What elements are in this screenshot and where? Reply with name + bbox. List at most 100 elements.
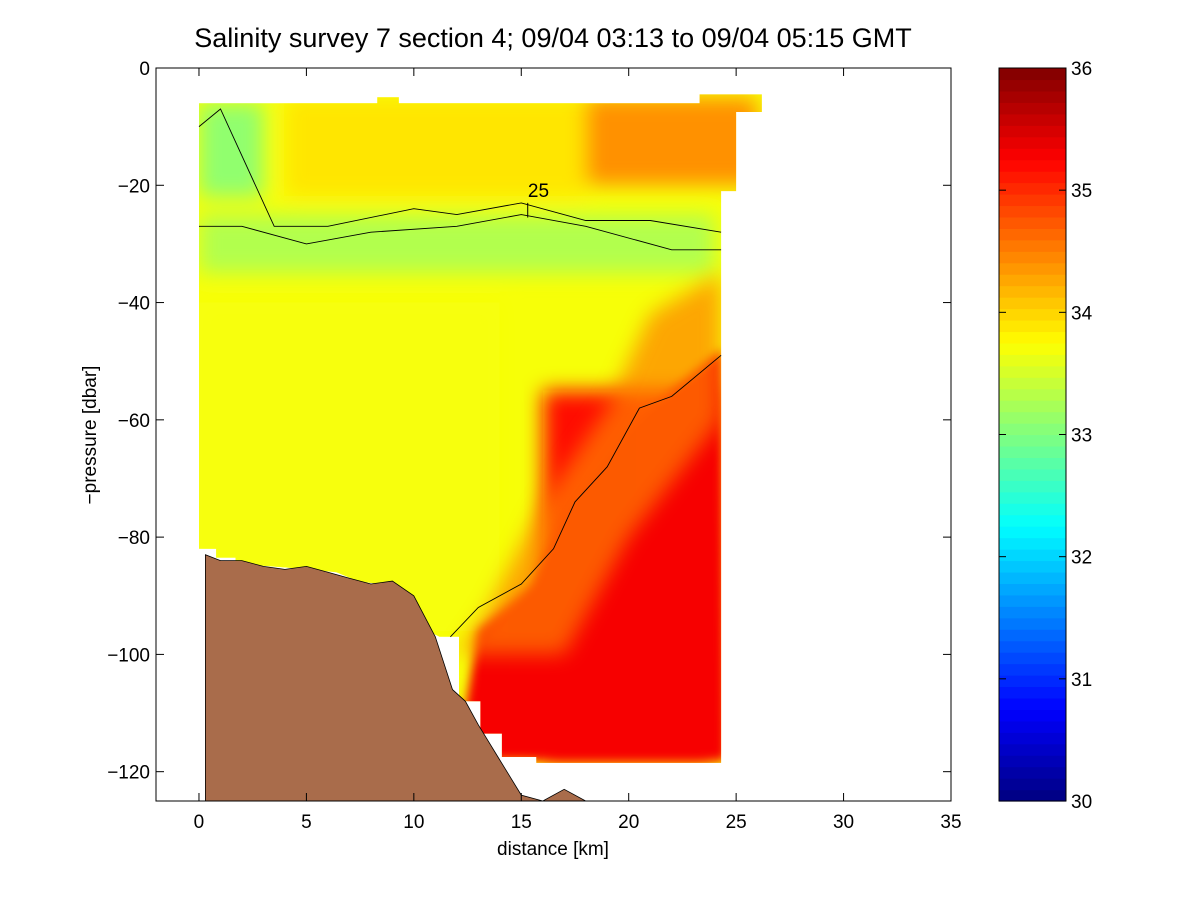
- x-tick-label: 10: [403, 812, 424, 833]
- colorbar-tick-label: 31: [1071, 670, 1092, 691]
- y-tick-label: −100: [107, 645, 150, 666]
- colorbar-swatch: [999, 789, 1066, 802]
- x-axis: 0 5 10 15 20 25 30 35: [194, 68, 962, 833]
- colorbar-swatch: [999, 526, 1066, 539]
- colorbar-swatch: [999, 743, 1066, 756]
- colorbar-swatch: [999, 159, 1066, 172]
- colorbar-swatch: [999, 537, 1066, 550]
- colorbar-swatch: [999, 663, 1066, 676]
- salinity-zone: [199, 103, 264, 198]
- colorbar-swatch: [999, 228, 1066, 241]
- colorbar-swatch: [999, 297, 1066, 310]
- salinity-zone: [199, 214, 715, 274]
- colorbar-swatch: [999, 445, 1066, 458]
- contour-line: [450, 354, 722, 638]
- colorbar-swatch: [999, 434, 1066, 447]
- axes-box: [155, 67, 952, 802]
- colorbar-swatch: [999, 79, 1066, 92]
- colorbar-swatch: [999, 652, 1066, 665]
- colorbar-tick-label: 30: [1071, 792, 1092, 813]
- colorbar-swatch: [999, 171, 1066, 184]
- colorbar-swatch: [999, 148, 1066, 161]
- colorbar-swatch: [999, 331, 1066, 344]
- colorbar-swatch: [999, 675, 1066, 688]
- colorbar-swatch: [999, 377, 1066, 390]
- contour-label: 25: [528, 181, 549, 202]
- y-tick-label: −40: [118, 294, 150, 315]
- colorbar-tick-label: 35: [1071, 181, 1092, 202]
- chart-title: Salinity survey 7 section 4; 09/04 03:13…: [194, 23, 911, 53]
- colorbar-swatch: [999, 308, 1066, 321]
- colorbar-swatch: [999, 125, 1066, 138]
- colorbar-swatch: [999, 594, 1066, 607]
- colorbar-swatch: [999, 732, 1066, 745]
- colorbar-swatch: [999, 113, 1066, 126]
- x-tick-label: 5: [301, 812, 312, 833]
- colorbar-swatch: [999, 411, 1066, 424]
- contour-annotations: 25: [528, 181, 549, 202]
- colorbar-tick-label: 32: [1071, 548, 1092, 569]
- colorbar-swatch: [999, 468, 1066, 481]
- y-tick-label: −60: [118, 411, 150, 432]
- colorbar-swatch: [999, 365, 1066, 378]
- colorbar-swatch: [999, 400, 1066, 413]
- colorbar-swatch: [999, 686, 1066, 699]
- x-tick-label: 25: [726, 812, 747, 833]
- colorbar-swatch: [999, 617, 1066, 630]
- colorbar-swatch: [999, 697, 1066, 710]
- y-axis: 0 −20 −40 −60 −80 −100 −120: [107, 59, 951, 784]
- colorbar-swatch: [999, 274, 1066, 287]
- colorbar-swatch: [999, 354, 1066, 367]
- y-tick-label: −20: [118, 176, 150, 197]
- colorbar-swatch: [999, 193, 1066, 207]
- colorbar-swatch: [999, 571, 1066, 584]
- colorbar-swatch: [999, 457, 1066, 470]
- colorbar-swatch: [999, 216, 1066, 229]
- colorbar-swatch: [999, 514, 1066, 527]
- y-axis-label: −pressure [dbar]: [80, 366, 101, 505]
- salinity-zone: [585, 97, 758, 186]
- colorbar-swatch: [999, 503, 1066, 516]
- contour-line: [198, 108, 722, 233]
- colorbar-swatch: [999, 205, 1066, 218]
- colorbar-swatch: [999, 251, 1066, 264]
- colorbar-tick-label: 34: [1071, 303, 1093, 324]
- seafloor: [205, 554, 586, 801]
- colorbar-swatch: [999, 480, 1066, 493]
- colorbar-swatch: [999, 720, 1066, 733]
- x-tick-label: 35: [940, 812, 961, 833]
- colorbar-swatch: [999, 491, 1066, 504]
- transition-band: [456, 273, 722, 655]
- colorbar-swatch: [999, 755, 1066, 768]
- seafloor-profile: [205, 554, 586, 801]
- x-tick-label: 30: [833, 812, 854, 833]
- colorbar: 30 31 32 33 34 35 36: [998, 59, 1093, 813]
- colorbar-swatch: [999, 68, 1066, 81]
- colorbar-swatch: [999, 182, 1066, 195]
- x-axis-label: distance [km]: [497, 839, 609, 860]
- salinity-zone: [284, 97, 586, 198]
- colorbar-swatch: [999, 606, 1066, 619]
- colorbar-swatch: [999, 778, 1066, 791]
- colorbar-swatch: [999, 549, 1066, 562]
- colorbar-swatch: [999, 285, 1066, 298]
- x-tick-label: 0: [194, 812, 205, 833]
- colorbar-swatch: [999, 583, 1066, 596]
- colorbar-swatch: [999, 262, 1066, 275]
- colorbar-swatch: [999, 560, 1066, 573]
- colorbar-swatch: [999, 423, 1066, 436]
- colorbar-swatch: [999, 766, 1066, 779]
- contour-line: [199, 214, 722, 251]
- salinity-field: [199, 94, 762, 763]
- y-tick-label: −80: [118, 528, 150, 549]
- colorbar-swatch: [999, 629, 1066, 642]
- colorbar-swatch: [999, 90, 1066, 103]
- colorbar-swatch: [999, 102, 1066, 115]
- x-tick-label: 20: [618, 812, 639, 833]
- colorbar-tick-label: 33: [1071, 426, 1092, 447]
- colorbar-swatch: [999, 342, 1066, 355]
- colorbar-swatch: [999, 319, 1066, 333]
- x-tick-label: 15: [511, 812, 532, 833]
- colorbar-swatch: [999, 136, 1066, 149]
- y-tick-label: −120: [107, 763, 150, 784]
